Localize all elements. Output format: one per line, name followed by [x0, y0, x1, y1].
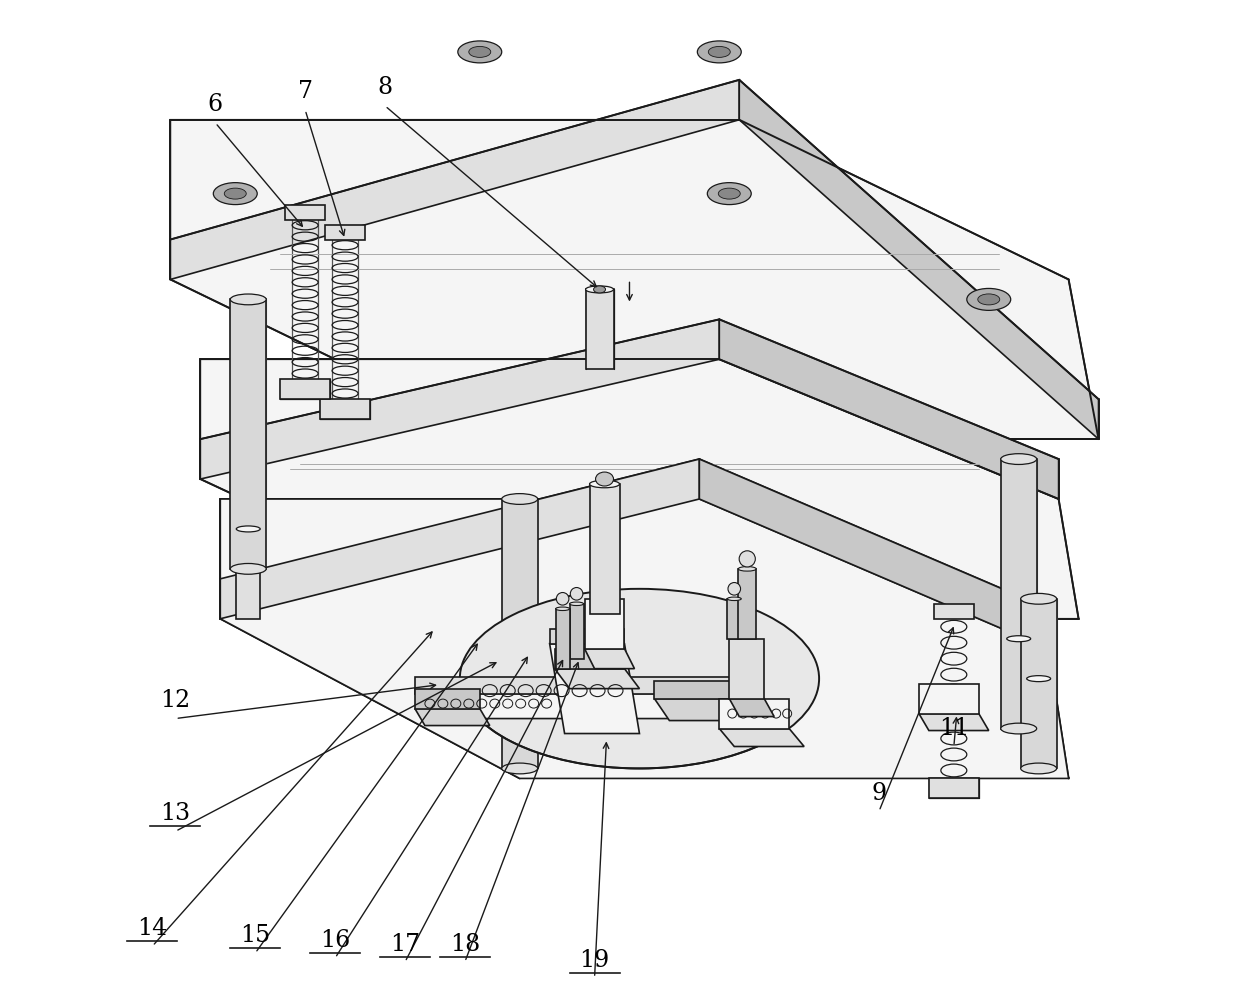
- Polygon shape: [929, 778, 979, 798]
- Ellipse shape: [570, 588, 582, 600]
- Polygon shape: [502, 499, 538, 768]
- Ellipse shape: [460, 589, 819, 768]
- Text: 16: 16: [320, 928, 351, 952]
- Polygon shape: [740, 80, 1099, 439]
- Polygon shape: [730, 639, 764, 699]
- Ellipse shape: [740, 551, 756, 567]
- Polygon shape: [555, 609, 570, 669]
- Ellipse shape: [738, 567, 756, 571]
- Polygon shape: [590, 484, 620, 614]
- Polygon shape: [570, 604, 584, 659]
- Text: 8: 8: [378, 76, 393, 100]
- Ellipse shape: [966, 288, 1011, 310]
- Polygon shape: [201, 319, 720, 479]
- Ellipse shape: [593, 286, 606, 293]
- Polygon shape: [280, 379, 330, 399]
- Polygon shape: [325, 225, 366, 240]
- Polygon shape: [221, 499, 1068, 778]
- Ellipse shape: [1001, 454, 1037, 464]
- Polygon shape: [738, 569, 756, 639]
- Ellipse shape: [978, 294, 1000, 305]
- Polygon shape: [237, 529, 260, 619]
- Ellipse shape: [1021, 594, 1057, 604]
- Polygon shape: [415, 677, 740, 694]
- Polygon shape: [415, 694, 769, 719]
- Ellipse shape: [508, 676, 532, 682]
- Polygon shape: [201, 359, 1079, 619]
- Polygon shape: [720, 729, 804, 747]
- Ellipse shape: [1021, 763, 1057, 773]
- Polygon shape: [730, 699, 774, 717]
- Ellipse shape: [556, 593, 569, 605]
- Polygon shape: [1021, 599, 1057, 768]
- Text: 9: 9: [871, 781, 887, 805]
- Text: 18: 18: [450, 932, 479, 956]
- Polygon shape: [699, 459, 1048, 649]
- Ellipse shape: [237, 526, 260, 532]
- Ellipse shape: [230, 294, 266, 304]
- Ellipse shape: [719, 188, 740, 200]
- Polygon shape: [654, 699, 755, 721]
- Text: 6: 6: [208, 93, 223, 117]
- Ellipse shape: [1007, 636, 1031, 642]
- Text: 19: 19: [580, 948, 610, 972]
- Ellipse shape: [596, 472, 613, 486]
- Polygon shape: [654, 681, 740, 699]
- Polygon shape: [415, 709, 489, 726]
- Ellipse shape: [570, 602, 584, 606]
- Text: 14: 14: [138, 916, 167, 940]
- Text: 7: 7: [297, 80, 312, 104]
- Ellipse shape: [468, 47, 491, 58]
- Polygon shape: [550, 644, 639, 734]
- Ellipse shape: [224, 188, 247, 200]
- Text: 17: 17: [390, 932, 420, 956]
- Ellipse shape: [213, 183, 258, 205]
- Ellipse shape: [502, 763, 538, 773]
- Ellipse shape: [230, 564, 266, 574]
- Polygon shape: [1027, 679, 1051, 768]
- Polygon shape: [415, 689, 479, 709]
- Polygon shape: [230, 299, 266, 569]
- Polygon shape: [508, 679, 532, 768]
- Polygon shape: [586, 289, 613, 369]
- Polygon shape: [320, 399, 370, 419]
- Ellipse shape: [729, 583, 741, 595]
- Ellipse shape: [590, 480, 620, 488]
- Ellipse shape: [1027, 676, 1051, 682]
- Polygon shape: [727, 599, 741, 639]
- Ellipse shape: [586, 286, 613, 293]
- Ellipse shape: [458, 41, 502, 63]
- Polygon shape: [934, 604, 974, 619]
- Polygon shape: [585, 599, 624, 649]
- Polygon shape: [555, 649, 624, 669]
- Text: 11: 11: [939, 717, 969, 741]
- Ellipse shape: [555, 607, 570, 611]
- Polygon shape: [285, 205, 325, 220]
- Text: 15: 15: [240, 923, 270, 947]
- Polygon shape: [585, 649, 634, 669]
- Polygon shape: [171, 120, 1099, 439]
- Ellipse shape: [709, 47, 730, 58]
- Ellipse shape: [698, 41, 741, 63]
- Polygon shape: [221, 459, 699, 619]
- Polygon shape: [1007, 639, 1031, 729]
- Polygon shape: [1001, 459, 1037, 729]
- Polygon shape: [550, 629, 624, 644]
- Polygon shape: [919, 684, 979, 714]
- Ellipse shape: [1001, 724, 1037, 734]
- Ellipse shape: [502, 494, 538, 504]
- Polygon shape: [919, 714, 989, 731]
- Text: 12: 12: [160, 689, 191, 713]
- Polygon shape: [171, 80, 740, 279]
- Text: 13: 13: [160, 801, 191, 825]
- Polygon shape: [720, 699, 789, 729]
- Polygon shape: [720, 319, 1058, 499]
- Polygon shape: [555, 669, 639, 689]
- Ellipse shape: [707, 183, 751, 205]
- Ellipse shape: [727, 597, 741, 601]
